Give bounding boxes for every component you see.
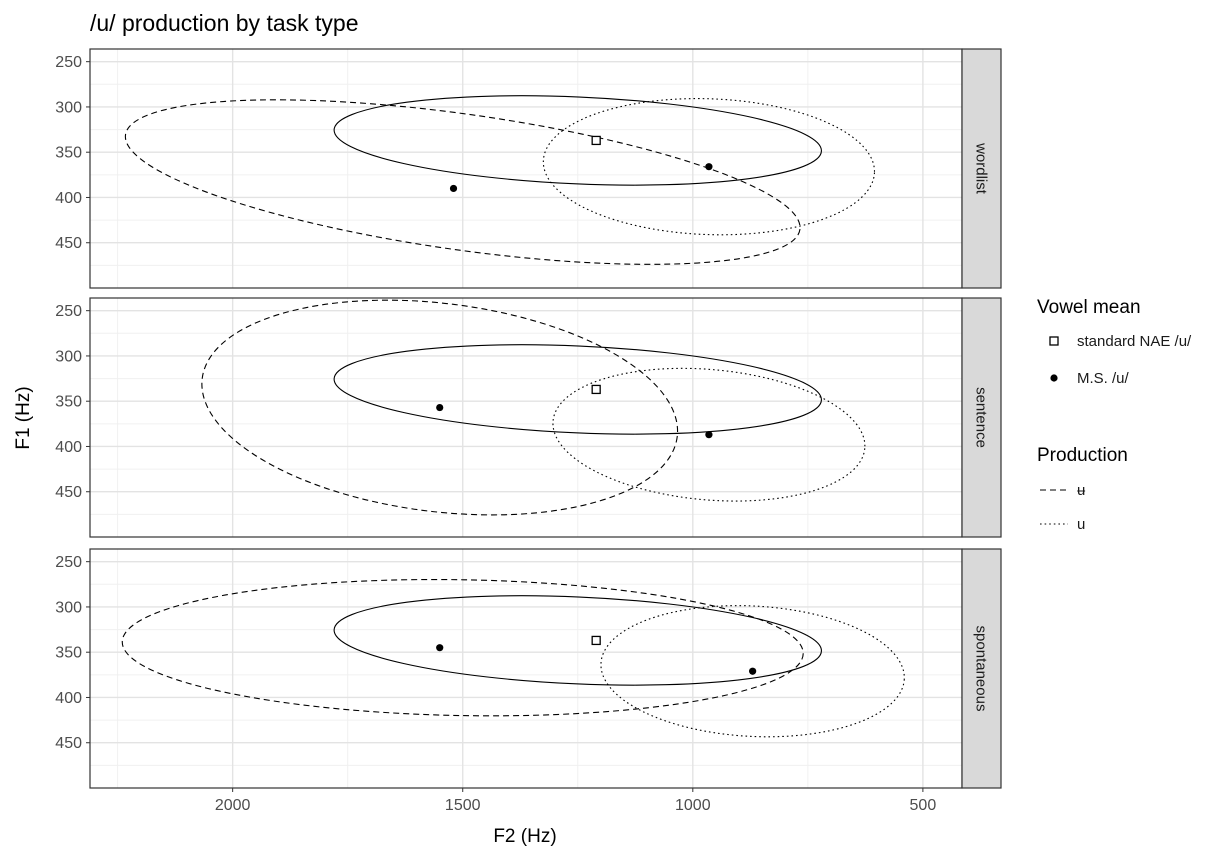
- ellipse-dashed: [121, 578, 804, 717]
- facet-strip: [961, 548, 1002, 789]
- y-tick-label: 300: [55, 348, 82, 365]
- y-tick-label: 250: [55, 54, 82, 71]
- ms-mean-point: [705, 431, 713, 439]
- facet-strip: [961, 297, 1002, 538]
- legend-key-open-square: [1049, 336, 1059, 346]
- facet-strip: [961, 48, 1002, 289]
- standard-nae-mean-point: [591, 635, 601, 646]
- facet-panel-spontaneous: 250 300 350 400 450 spontaneous: [55, 548, 1002, 789]
- legend: Vowel mean standard NAE /u/M.S. /u/Produc…: [1037, 297, 1192, 533]
- y-tick-label: 400: [55, 690, 82, 707]
- x-tick-label: 1500: [445, 797, 481, 814]
- x-tick-label: 2000: [215, 797, 251, 814]
- x-axis: 2000 1500 1000 500: [215, 788, 936, 814]
- y-axis-title: F1 (Hz): [13, 386, 34, 449]
- legend-key-filled-circle: [1050, 374, 1058, 382]
- ms-mean-point: [449, 184, 458, 193]
- ms-mean-point: [749, 667, 757, 675]
- facet-strip-label: spontaneous: [973, 626, 990, 712]
- y-tick-label: 350: [55, 645, 82, 662]
- panel-background: [90, 549, 962, 788]
- y-tick-label: 450: [55, 735, 82, 752]
- ellipse-solid: [333, 95, 822, 186]
- ellipse-solid: [333, 595, 822, 686]
- legend-label: ʉ: [1077, 482, 1086, 499]
- x-tick-label: 1000: [675, 797, 711, 814]
- y-tick-label: 350: [55, 394, 82, 411]
- ms-mean-point: [705, 163, 713, 171]
- facet-strip-label: wordlist: [973, 142, 990, 195]
- x-tick-label: 500: [910, 797, 937, 814]
- panel-background: [90, 49, 962, 288]
- y-tick-label: 400: [55, 190, 82, 207]
- panel-background: [90, 298, 962, 537]
- facet-panel-sentence: 250 300 350 400 450 sentence: [55, 297, 1002, 538]
- legend-label: M.S. /u/: [1077, 370, 1130, 387]
- y-tick-label: 250: [55, 554, 82, 571]
- facet-panels: 250 300 350 400 450 wordlist 250 300 350 400 450 se…: [55, 48, 1002, 789]
- facet-panel-wordlist: 250 300 350 400 450 wordlist: [55, 48, 1002, 289]
- chart-title: /u/ production by task type: [90, 10, 359, 36]
- y-tick-label: 450: [55, 484, 82, 501]
- legend-label: u: [1077, 516, 1085, 533]
- ellipse-dashed: [124, 99, 801, 265]
- ellipse-dotted: [600, 605, 905, 738]
- legend-label: standard NAE /u/: [1077, 333, 1192, 350]
- facet-strip-label: sentence: [973, 387, 990, 448]
- y-tick-label: 250: [55, 303, 82, 320]
- y-tick-label: 300: [55, 99, 82, 116]
- ellipse-dashed: [201, 299, 679, 516]
- legend-title: Production: [1037, 445, 1128, 466]
- legend-title: Vowel mean: [1037, 297, 1141, 318]
- ms-mean-point: [436, 403, 444, 412]
- y-tick-label: 400: [55, 439, 82, 456]
- standard-nae-mean-point: [591, 384, 601, 395]
- y-tick-label: 300: [55, 599, 82, 616]
- y-tick-label: 350: [55, 145, 82, 162]
- x-axis-title: F2 (Hz): [493, 826, 556, 847]
- ellipse-solid: [333, 344, 822, 435]
- ellipse-dotted: [542, 98, 876, 236]
- ms-mean-point: [436, 644, 444, 652]
- y-tick-label: 450: [55, 235, 82, 252]
- standard-nae-mean-point: [591, 135, 601, 146]
